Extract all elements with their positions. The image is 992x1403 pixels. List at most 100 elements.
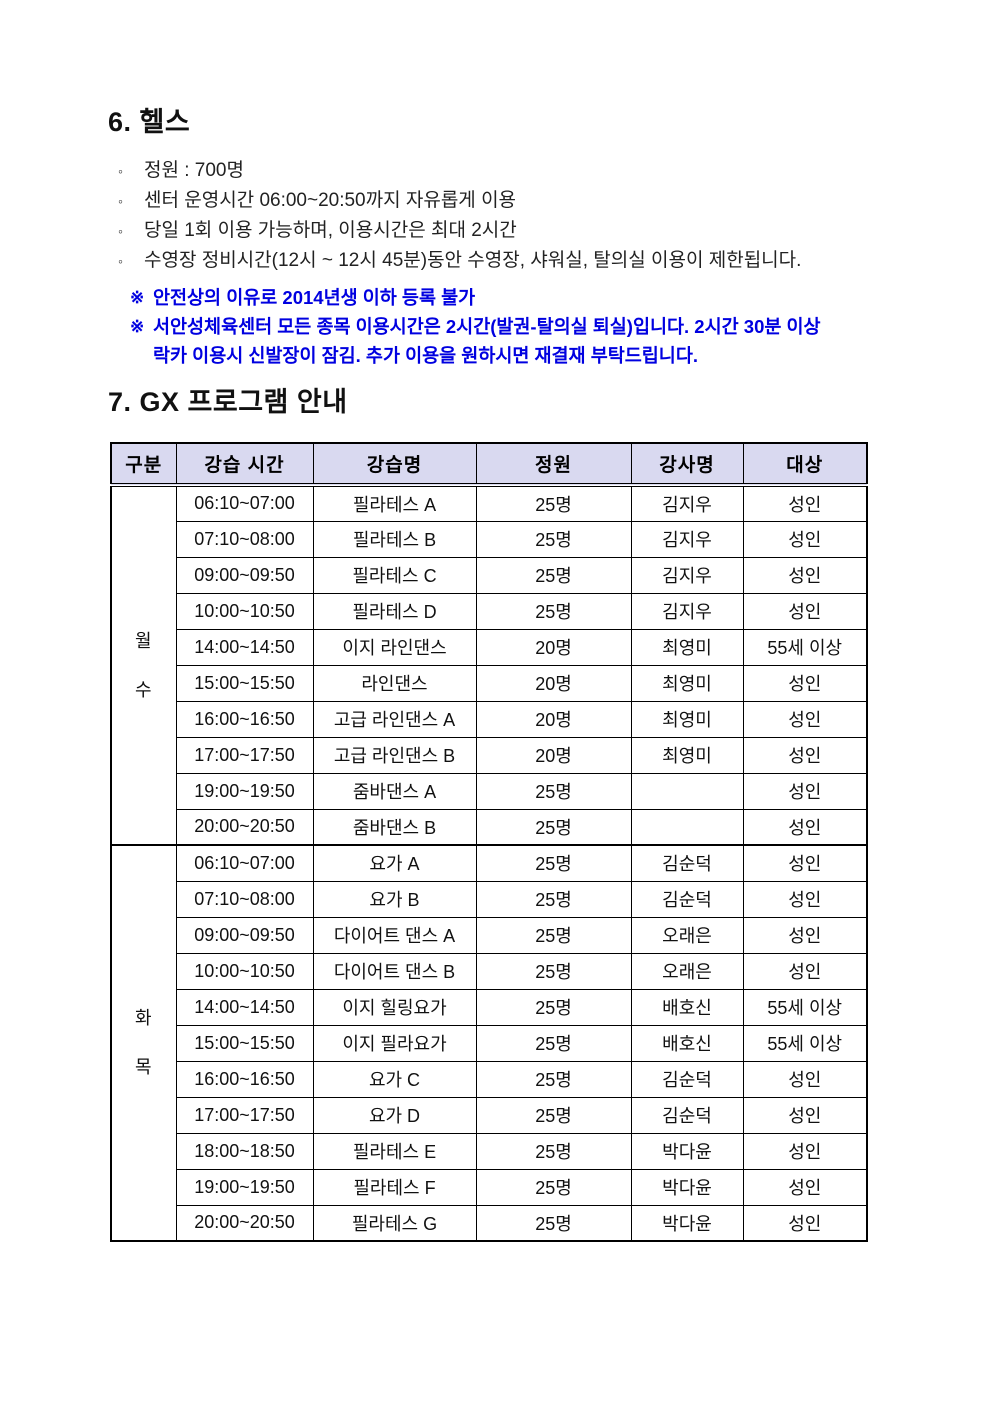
bullet-text: 수영장 정비시간(12시 ~ 12시 45분)동안 수영장, 샤워실, 탈의실 … (144, 250, 802, 271)
capacity-cell: 25명 (475, 844, 632, 882)
target-cell: 성인 (742, 916, 868, 954)
bullet-item: ◦ 당일 1회 이용 가능하며, 이용시간은 최대 2시간 (118, 219, 801, 249)
class-name-cell: 필라테스 C (312, 556, 477, 594)
instructor-cell: 김지우 (630, 520, 744, 558)
bullet-text: 당일 1회 이용 가능하며, 이용시간은 최대 2시간 (144, 220, 517, 241)
class-name-cell: 필라테스 G (312, 1204, 477, 1242)
capacity-cell: 20명 (475, 628, 632, 666)
target-cell: 성인 (742, 808, 868, 846)
bullet-item: ◦ 정원 : 700명 (118, 159, 801, 189)
target-cell: 55세 이상 (742, 988, 868, 1026)
time-cell: 19:00~19:50 (175, 1168, 314, 1206)
time-cell: 16:00~16:50 (175, 1060, 314, 1098)
capacity-cell: 25명 (475, 556, 632, 594)
table-row: 16:00~16:50 고급 라인댄스 A 20명 최영미 성인 (111, 700, 868, 738)
instructor-cell: 박다윤 (630, 1168, 744, 1206)
table-row: 14:00~14:50 이지 힐링요가 25명 배호신 55세 이상 (111, 988, 868, 1026)
target-cell: 성인 (742, 952, 868, 990)
instructor-cell: 김순덕 (630, 844, 744, 882)
target-cell: 성인 (742, 736, 868, 774)
class-name-cell: 고급 라인댄스 A (312, 700, 477, 738)
capacity-cell: 25명 (475, 1132, 632, 1170)
instructor-cell: 배호신 (630, 988, 744, 1026)
capacity-cell: 25명 (475, 520, 632, 558)
bullet-icon: ◦ (118, 163, 123, 179)
class-name-cell: 필라테스 B (312, 520, 477, 558)
capacity-cell: 25명 (475, 808, 632, 846)
note-text-line: 안전상의 이유로 2014년생 이하 등록 불가 (153, 287, 476, 308)
table-row: 15:00~15:50 라인댄스 20명 최영미 성인 (111, 664, 868, 702)
class-name-cell: 필라테스 D (312, 592, 477, 630)
column-header: 강습명 (312, 442, 477, 487)
table-row: 15:00~15:50 이지 필라요가 25명 배호신 55세 이상 (111, 1024, 868, 1062)
capacity-cell: 25명 (475, 1024, 632, 1062)
target-cell: 55세 이상 (742, 1024, 868, 1062)
time-cell: 18:00~18:50 (175, 1132, 314, 1170)
target-cell: 성인 (742, 592, 868, 630)
table-row: 20:00~20:50 필라테스 G 25명 박다윤 성인 (111, 1204, 868, 1242)
time-cell: 16:00~16:50 (175, 700, 314, 738)
instructor-cell: 오래은 (630, 952, 744, 990)
class-name-cell: 줌바댄스 A (312, 772, 477, 810)
time-cell: 06:10~07:00 (175, 484, 314, 522)
instructor-cell: 최영미 (630, 628, 744, 666)
target-cell: 성인 (742, 1060, 868, 1098)
instructor-cell: 김순덕 (630, 1096, 744, 1134)
note-item: ※ 안전상의 이유로 2014년생 이하 등록 불가 (130, 283, 821, 312)
reference-mark-icon: ※ (130, 317, 145, 336)
instructor-cell: 김지우 (630, 484, 744, 522)
table-row: 09:00~09:50 다이어트 댄스 A 25명 오래은 성인 (111, 916, 868, 954)
time-cell: 10:00~10:50 (175, 592, 314, 630)
capacity-cell: 20명 (475, 736, 632, 774)
table-row: 19:00~19:50 필라테스 F 25명 박다윤 성인 (111, 1168, 868, 1206)
time-cell: 06:10~07:00 (175, 844, 314, 882)
capacity-cell: 25명 (475, 916, 632, 954)
table-row: 화 목 06:10~07:00 요가 A 25명 김순덕 성인 (110, 844, 868, 1242)
table-row: 17:00~17:50 요가 D 25명 김순덕 성인 (111, 1096, 868, 1134)
column-header: 구분 (110, 442, 177, 487)
column-header: 강사명 (630, 442, 744, 487)
reference-mark-icon: ※ (130, 288, 145, 307)
target-cell: 성인 (742, 664, 868, 702)
bullet-icon: ◦ (118, 253, 123, 269)
class-name-cell: 이지 필라요가 (312, 1024, 477, 1062)
capacity-cell: 25명 (475, 484, 632, 522)
time-cell: 17:00~17:50 (175, 1096, 314, 1134)
target-cell: 성인 (742, 1096, 868, 1134)
table-row: 10:00~10:50 다이어트 댄스 B 25명 오래은 성인 (111, 952, 868, 990)
column-header: 대상 (742, 442, 868, 487)
instructor-cell (630, 808, 744, 846)
note-item: ※ 서안성체육센터 모든 종목 이용시간은 2시간(발권-탈의실 퇴실)입니다. … (130, 312, 821, 370)
time-cell: 20:00~20:50 (175, 808, 314, 846)
capacity-cell: 25명 (475, 880, 632, 918)
time-cell: 14:00~14:50 (175, 988, 314, 1026)
time-cell: 19:00~19:50 (175, 772, 314, 810)
section-6-note-list: ※ 안전상의 이유로 2014년생 이하 등록 불가 ※ 서안성체육센터 모든 종목 … (130, 283, 821, 370)
gx-table-header-row: 구분 강습 시간 강습명 정원 강사명 대상 (110, 442, 868, 487)
instructor-cell: 최영미 (630, 736, 744, 774)
target-cell: 성인 (742, 1168, 868, 1206)
instructor-cell: 박다윤 (630, 1204, 744, 1242)
class-name-cell: 고급 라인댄스 B (312, 736, 477, 774)
class-name-cell: 다이어트 댄스 A (312, 916, 477, 954)
instructor-cell: 오래은 (630, 916, 744, 954)
table-row: 07:10~08:00 필라테스 B 25명 김지우 성인 (111, 520, 868, 558)
class-name-cell: 라인댄스 (312, 664, 477, 702)
table-row: 18:00~18:50 필라테스 E 25명 박다윤 성인 (111, 1132, 868, 1170)
capacity-cell: 25명 (475, 952, 632, 990)
section-6-title: 6. 헬스 (108, 107, 191, 137)
bullet-text: 정원 : 700명 (144, 160, 244, 181)
class-name-cell: 줌바댄스 B (312, 808, 477, 846)
target-cell: 성인 (742, 880, 868, 918)
class-name-cell: 필라테스 F (312, 1168, 477, 1206)
class-name-cell: 필라테스 A (312, 484, 477, 522)
time-cell: 07:10~08:00 (175, 880, 314, 918)
instructor-cell: 최영미 (630, 664, 744, 702)
class-name-cell: 요가 B (312, 880, 477, 918)
table-row: 09:00~09:50 필라테스 C 25명 김지우 성인 (111, 556, 868, 594)
instructor-cell (630, 772, 744, 810)
section-7-title: 7. GX 프로그램 안내 (108, 387, 348, 417)
